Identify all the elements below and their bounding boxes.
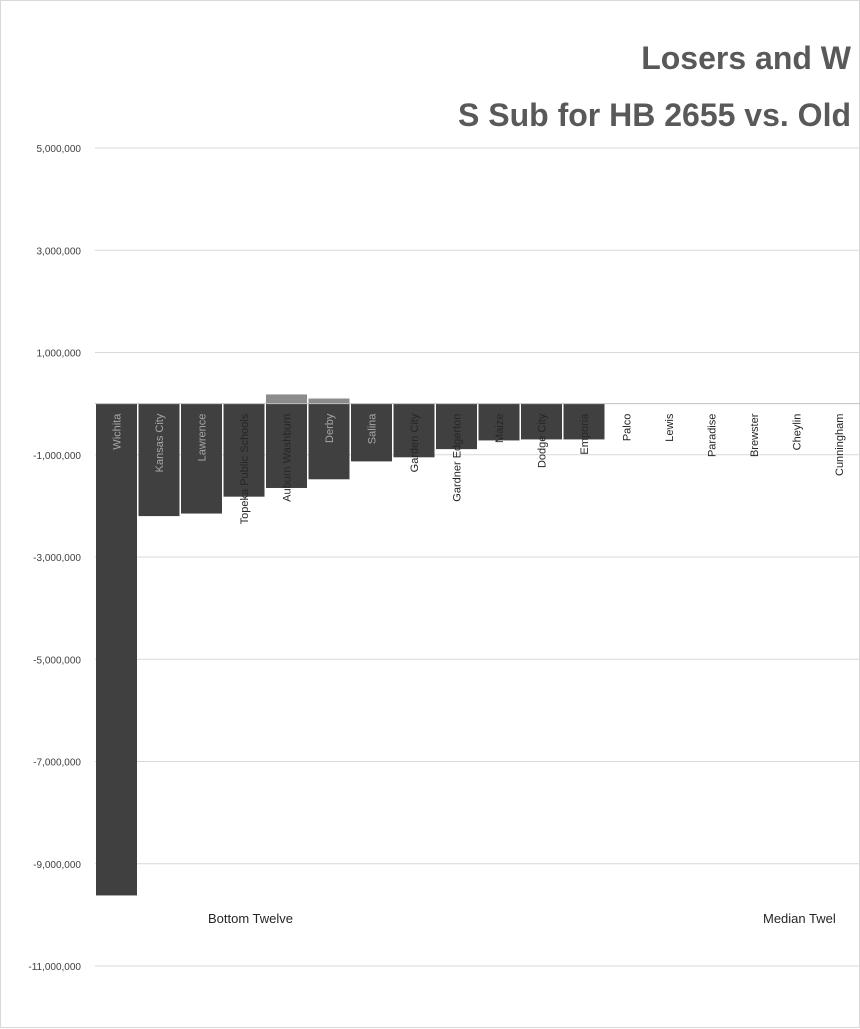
y-axis-ticks: 5,000,000 3,000,000 1,000,000 -1,000,000 -3,… bbox=[28, 144, 81, 973]
category-labels: Wichita Kansas City Lawrence Topeka Public … bbox=[112, 413, 847, 525]
category-label: Kansas City bbox=[154, 413, 166, 472]
category-label: Wichita bbox=[112, 413, 124, 450]
y-tick-label: 1,000,000 bbox=[37, 349, 82, 360]
category-label: Topeka Public Schools bbox=[239, 413, 251, 524]
category-label: Derby bbox=[324, 413, 336, 443]
y-tick-label: -3,000,000 bbox=[33, 553, 81, 564]
bar-secondary bbox=[308, 398, 350, 404]
bar bbox=[436, 403, 477, 450]
y-tick-label: -7,000,000 bbox=[33, 758, 81, 769]
y-tick-label: -11,000,000 bbox=[28, 962, 81, 973]
bars bbox=[96, 394, 605, 896]
bar bbox=[308, 403, 350, 480]
bar bbox=[181, 403, 222, 514]
bar bbox=[563, 403, 605, 440]
category-label: Emporia bbox=[579, 413, 591, 455]
category-label: Dodge City bbox=[537, 413, 549, 468]
category-label: Lewis bbox=[664, 413, 676, 442]
bar bbox=[96, 403, 137, 896]
bar bbox=[478, 403, 520, 441]
category-label: Brewster bbox=[749, 413, 761, 457]
bar bbox=[138, 403, 180, 517]
category-label: Palco bbox=[622, 414, 634, 442]
group-label-median-twelve: Median Twel bbox=[763, 911, 836, 926]
gridlines bbox=[95, 147, 860, 967]
y-tick-label: -9,000,000 bbox=[33, 860, 81, 871]
bar bbox=[521, 403, 562, 440]
category-label: Salina bbox=[367, 413, 379, 444]
y-tick-label: 3,000,000 bbox=[37, 246, 82, 257]
category-label: Paradise bbox=[707, 414, 719, 457]
bar-secondary bbox=[266, 394, 307, 404]
category-label: Auburn Washburn bbox=[282, 414, 294, 502]
bar bbox=[393, 403, 435, 458]
bar bbox=[351, 403, 392, 462]
group-label-bottom-twelve: Bottom Twelve bbox=[208, 911, 293, 926]
category-label: Maize bbox=[494, 414, 506, 443]
y-tick-label: -1,000,000 bbox=[33, 451, 81, 462]
category-label: Lawrence bbox=[197, 414, 209, 462]
category-label: Cheylin bbox=[792, 414, 804, 451]
chart-title: Losers and W bbox=[641, 40, 852, 76]
y-tick-label: 5,000,000 bbox=[37, 144, 82, 155]
category-label: Cunningham bbox=[834, 414, 846, 476]
category-label: Garden City bbox=[409, 413, 421, 472]
y-tick-label: -5,000,000 bbox=[33, 655, 81, 666]
chart-subtitle: S Sub for HB 2655 vs. Old bbox=[458, 97, 851, 133]
bar bbox=[266, 403, 307, 488]
category-label: Gardner Edgerton bbox=[452, 414, 464, 502]
bar bbox=[223, 403, 265, 497]
